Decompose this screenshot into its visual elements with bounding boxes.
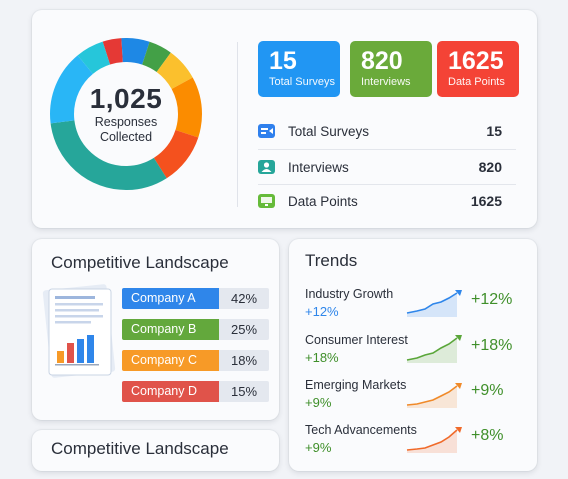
sparkline-line [406,385,458,406]
trend-sub-value: +9% [305,395,332,410]
sparkline-area [407,430,457,453]
stat-row-interviews[interactable]: Interviews 820 [258,150,516,184]
report-document-icon [42,284,116,378]
company-name: Company A [122,288,219,309]
tile-label: Total Surveys [269,76,336,88]
trend-value: +9% [471,382,504,399]
company-row-c[interactable]: Company C 18% [122,350,269,371]
row-divider [258,184,516,185]
donut-center-label: 1,025 Responses Collected [48,36,204,192]
trend-sparkline [406,383,462,408]
card-title: Trends [305,251,358,270]
responses-label-line1: Responses [94,115,158,129]
trend-sub-value: +9% [305,440,332,455]
trend-sub-value: +18% [305,350,339,365]
arrow-up-icon [455,335,462,341]
summary-card: 1,025 Responses Collected 15 Total Surve… [32,10,537,228]
donut-segment [50,38,202,190]
responses-total: 1,025 [89,83,163,114]
stat-row-label: Data Points [288,193,358,209]
sparkline-area [407,386,457,408]
arrow-up-icon [455,427,462,433]
donut-segment [50,38,202,190]
trend-value: +12% [471,291,513,308]
stat-row-value: 15 [486,123,502,139]
sparkline-line [406,292,458,314]
trend-name: Emerging Markets [305,378,407,392]
trend-sparkline [406,427,462,453]
monitor-icon [258,194,275,208]
trends-card: Trends Industry Growth +12% +12% Consume… [289,239,537,471]
company-share: 25% [219,319,269,340]
trend-value: +8% [471,427,504,444]
trend-name: Tech Advancements [305,423,417,437]
donut-segment [50,38,202,190]
trend-row-consumer-interest[interactable]: Consumer Interest +18% +18% [305,333,529,375]
competitive-landscape-card: Competitive Landscape Company A 42% Comp… [32,239,279,420]
responses-label-line2: Collected [99,130,153,144]
stat-row-value: 820 [478,159,502,175]
company-name: Company D [122,381,219,402]
responses-donut-chart [50,38,202,190]
person-icon [258,160,275,174]
trend-value: +18% [471,337,513,354]
company-row-b[interactable]: Company B 25% [122,319,269,340]
trend-row-emerging-markets[interactable]: Emerging Markets +9% +9% [305,378,529,420]
company-row-d[interactable]: Company D 15% [122,381,269,402]
trend-sub-value: +12% [305,304,339,319]
stat-row-label: Interviews [288,159,349,175]
tile-label: Data Points [448,76,505,88]
trend-sparkline [406,335,462,363]
trend-row-industry-growth[interactable]: Industry Growth +12% +12% [305,287,529,329]
arrow-up-icon [455,290,462,296]
trend-name: Consumer Interest [305,333,408,347]
company-name: Company C [122,350,219,371]
company-share: 18% [219,350,269,371]
arrow-up-icon [455,383,462,389]
company-share: 42% [219,288,269,309]
sparkline-line [406,429,458,451]
data-points-tile[interactable]: 1625 Data Points [437,41,519,97]
company-share: 15% [219,381,269,402]
company-name: Company B [122,319,219,340]
stat-row-total-surveys[interactable]: Total Surveys 15 [258,114,516,148]
tile-value: 1625 [448,47,504,75]
survey-card-icon [258,124,275,138]
sparkline-area [407,338,457,363]
trend-sparkline [406,290,462,317]
donut-segment [50,38,202,190]
total-surveys-tile[interactable]: 15 Total Surveys [258,41,340,97]
competitive-landscape-footer-card[interactable]: Competitive Landscape [32,430,279,471]
trend-row-tech-advancements[interactable]: Tech Advancements +9% +8% [305,423,529,465]
stat-row-value: 1625 [470,193,502,209]
card-title: Competitive Landscape [51,253,229,272]
tile-label: Interviews [361,76,411,88]
vertical-divider [237,42,238,207]
stat-row-label: Total Surveys [288,123,370,139]
row-divider [258,149,516,150]
tile-value: 15 [269,47,297,75]
tile-value: 820 [361,47,403,75]
interviews-tile[interactable]: 820 Interviews [350,41,432,97]
card-title: Competitive Landscape [51,439,229,458]
trend-name: Industry Growth [305,287,394,301]
company-row-a[interactable]: Company A 42% [122,288,269,309]
stat-row-data-points[interactable]: Data Points 1625 [258,184,516,218]
sparkline-line [406,337,458,361]
